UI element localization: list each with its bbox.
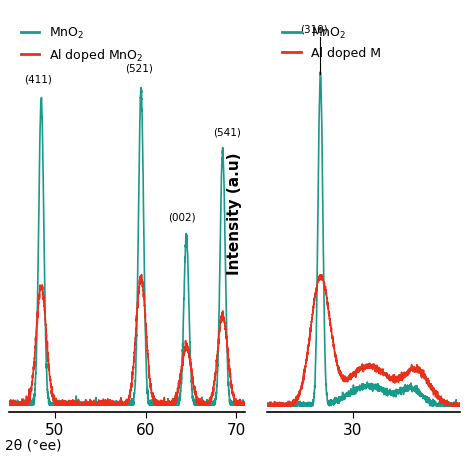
Text: (521): (521) (125, 64, 153, 74)
Text: (411): (411) (25, 75, 53, 85)
Legend: MnO$_2$, Al doped MnO$_2$: MnO$_2$, Al doped MnO$_2$ (16, 20, 149, 69)
Legend: MnO$_2$, Al doped M: MnO$_2$, Al doped M (277, 20, 386, 65)
Text: 2θ (°ee): 2θ (°ee) (5, 438, 61, 453)
Text: (541): (541) (213, 127, 241, 137)
Text: (002): (002) (168, 213, 196, 223)
Text: Intensity (a.u): Intensity (a.u) (227, 152, 242, 274)
Text: (310): (310) (300, 24, 328, 34)
